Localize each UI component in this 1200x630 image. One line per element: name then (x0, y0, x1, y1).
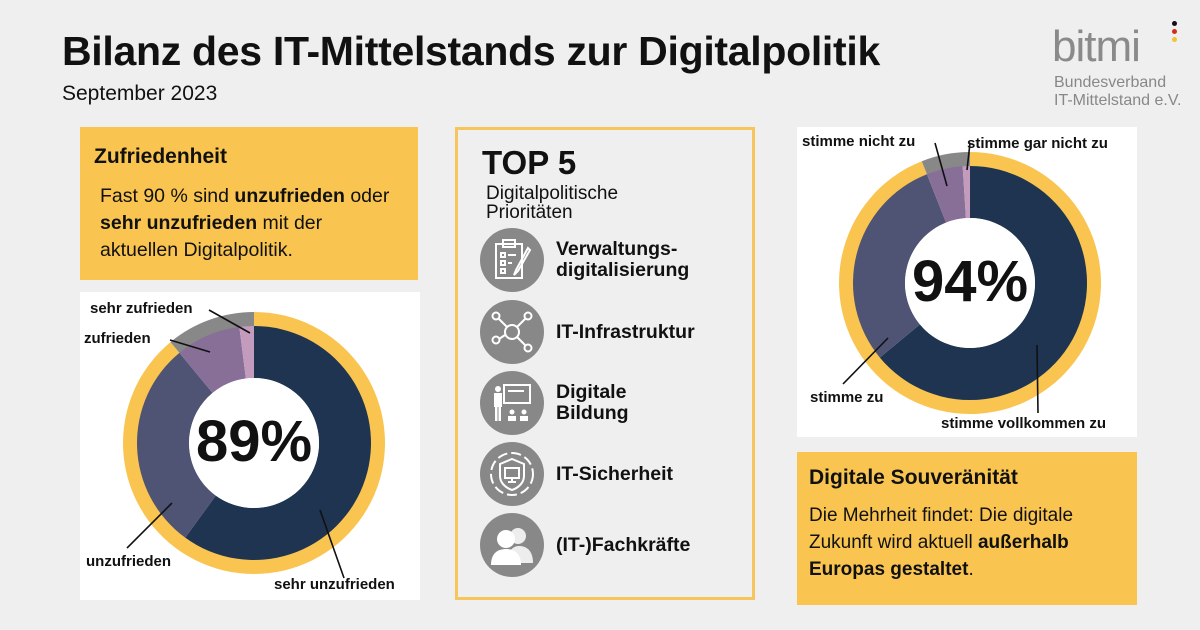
donut-segment-1 (137, 352, 216, 538)
logo-line2: IT-Mittelstand e.V. (1054, 92, 1182, 109)
donut-segment-0 (185, 326, 371, 560)
leader-line (966, 142, 971, 171)
donut-segment-1 (853, 174, 947, 358)
sovereignty-box: Digitale Souveränität Die Mehrheit finde… (797, 452, 1137, 605)
donut-svg (123, 309, 386, 579)
priority-item: IT-Sicherheit (480, 442, 673, 506)
remainder-ring (170, 312, 254, 354)
priority-label: Verwaltungs-digitalisierung (556, 238, 690, 281)
donut-hole (905, 218, 1035, 348)
top5-priorities-box: TOP 5 Digitalpolitische Prioritäten Verwa… (455, 127, 755, 600)
satisfaction-text: Fast 90 % sind unzufrieden oder sehr unz… (100, 185, 390, 261)
donut-hole (189, 378, 319, 508)
data-label: zufrieden (84, 330, 151, 347)
donut-segment-0 (879, 166, 1087, 400)
network-hub-icon (480, 300, 544, 364)
flag-dot-gold (1172, 37, 1177, 42)
donut-segment-3 (239, 326, 254, 379)
priority-label: IT-Infrastruktur (556, 320, 695, 343)
data-label: stimme zu (810, 389, 884, 406)
priority-item: IT-Infrastruktur (480, 300, 695, 364)
priority-item: Verwaltungs-digitalisierung (480, 228, 689, 292)
clipboard-checklist-icon (480, 228, 544, 292)
donut-center-label: 89% (195, 409, 313, 474)
satisfaction-box: Zufriedenheit Fast 90 % sind unzufrieden… (80, 127, 418, 280)
leader-line (842, 337, 889, 385)
priority-label: IT-Sicherheit (556, 462, 674, 485)
flag-dot-red (1172, 29, 1177, 34)
leader-line (126, 502, 173, 549)
page-title: Bilanz des IT-Mittelstands zur Digitalpo… (62, 28, 880, 74)
leader-line (319, 509, 345, 579)
data-label: sehr unzufrieden (274, 576, 395, 593)
sovereignty-donut-chart: 94% stimme nicht zu stimme gar nicht zu … (797, 127, 1137, 437)
donut-svg (839, 142, 1101, 414)
leader-line (934, 142, 948, 187)
logo-wordmark: bitmi (1052, 22, 1141, 71)
priority-item: (IT-)Fachkräfte (480, 513, 690, 577)
top5-subheading: Digitalpolitische Prioritäten (486, 183, 619, 223)
data-label: sehr zufrieden (90, 300, 193, 317)
remainder-ring (921, 152, 970, 176)
data-label: stimme nicht zu (802, 133, 916, 150)
donut-center-label: 94% (911, 249, 1029, 314)
sovereignty-heading: Digitale Souveränität (809, 466, 1018, 489)
donut-segment-2 (179, 326, 246, 393)
people-icon (480, 513, 544, 577)
priority-item: Digitale Bildung (480, 371, 629, 435)
flag-dot-black (1172, 21, 1177, 26)
data-label: stimme gar nicht zu (967, 135, 1108, 152)
leader-line (1036, 344, 1039, 414)
leader-line (208, 309, 251, 334)
donut-segment-2 (926, 166, 966, 223)
satisfaction-donut-chart: 89% sehr zufrieden zufrieden unzufrieden… (80, 292, 420, 600)
presentation-teacher-icon (480, 371, 544, 435)
logo-line1: Bundesverband (1054, 74, 1167, 91)
priority-label: (IT-)Fachkräfte (556, 533, 691, 556)
satisfaction-heading: Zufriedenheit (94, 145, 228, 168)
shield-monitor-icon (480, 442, 544, 506)
page-subtitle: September 2023 (62, 82, 218, 105)
top5-heading: TOP 5 (482, 144, 577, 181)
sovereignty-text: Die Mehrheit findet: Die digitale Zukunf… (809, 505, 1074, 580)
bitmi-logo: bitmi Bundesverband IT-Mittelstand e.V. (1052, 18, 1182, 113)
priority-label: Digitale Bildung (556, 381, 629, 424)
data-label: unzufrieden (86, 553, 171, 570)
data-label: stimme vollkommen zu (941, 415, 1107, 432)
donut-segment-3 (962, 166, 970, 219)
leader-line (169, 339, 211, 353)
